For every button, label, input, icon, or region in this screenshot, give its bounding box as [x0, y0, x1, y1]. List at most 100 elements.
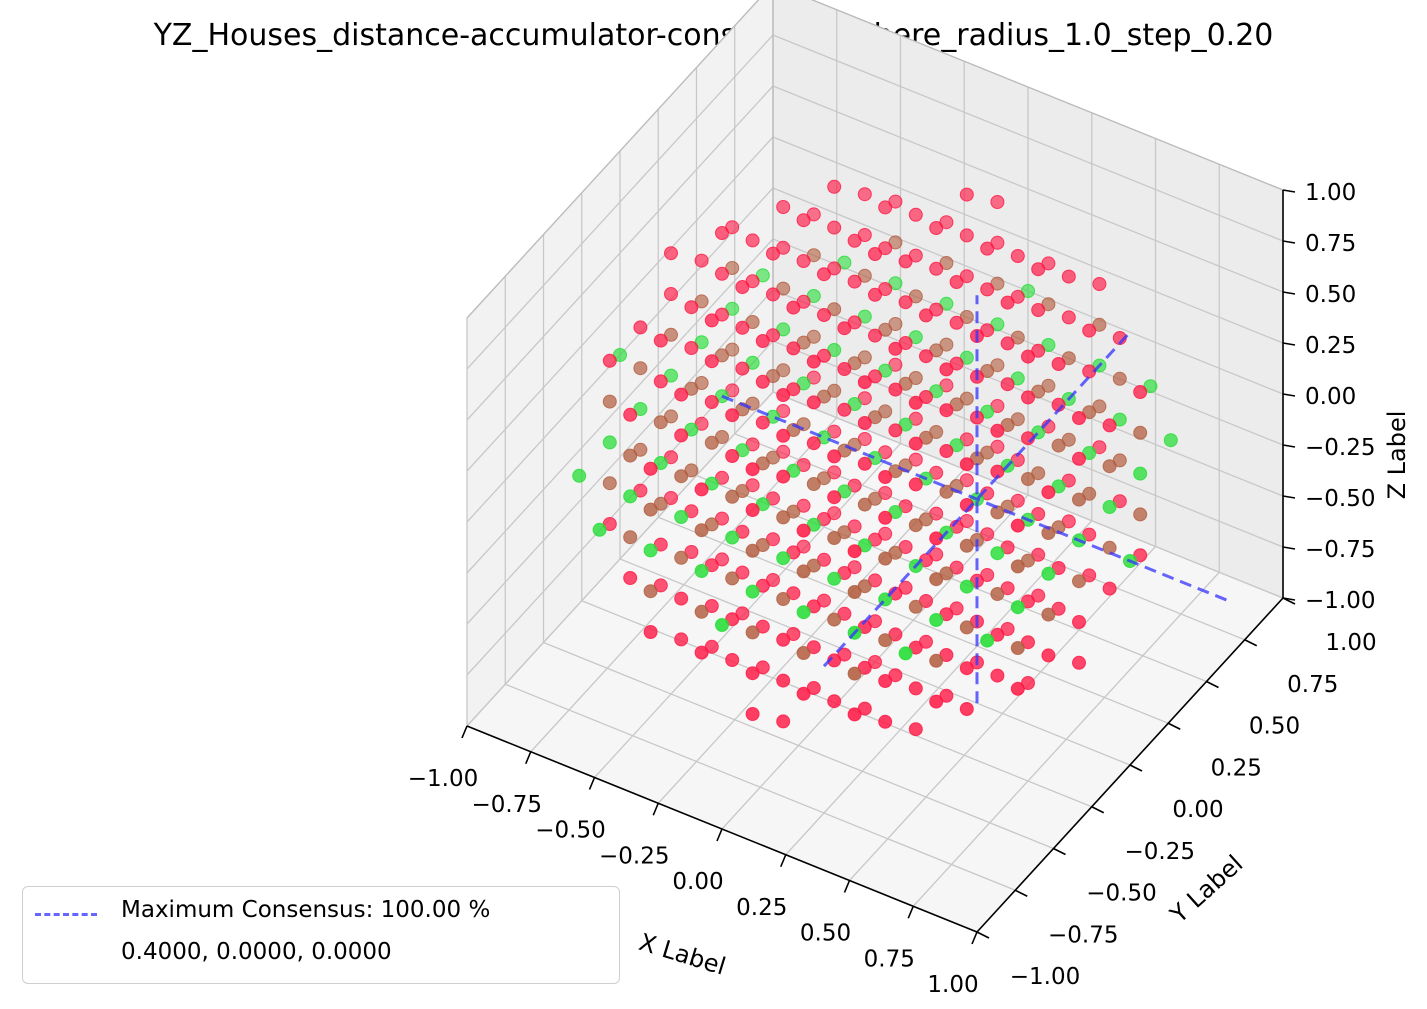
y-tick-label: 0.00	[1172, 797, 1223, 823]
z-axis-label: Z Label	[1383, 411, 1411, 500]
scatter-point	[817, 308, 831, 322]
scatter-point	[745, 543, 760, 558]
scatter-point	[1021, 472, 1035, 486]
z-tick-label: 0.75	[1305, 231, 1356, 257]
scatter-point	[847, 233, 862, 248]
grid-line	[466, 85, 774, 421]
scatter-point	[592, 522, 607, 537]
scatter-point	[847, 585, 862, 599]
scatter-point	[796, 564, 811, 579]
scatter-point	[776, 632, 791, 647]
scatter-point	[1072, 655, 1086, 670]
scatter-point	[837, 362, 852, 376]
scatter-point	[1041, 485, 1056, 500]
x-tick	[971, 931, 978, 945]
y-tick	[1206, 680, 1219, 689]
tick-labels: −1.00−1.00−1.00−0.75−0.75−0.75−0.50−0.50…	[408, 180, 1377, 998]
z-tick	[1282, 240, 1296, 244]
scatter-point	[643, 502, 658, 517]
y-tick-label: −0.25	[1125, 839, 1195, 865]
scatter-point	[919, 308, 933, 323]
scatter-point	[1021, 390, 1035, 405]
scatter-point	[847, 274, 862, 289]
scatter-point	[735, 361, 750, 376]
scatter-point	[990, 505, 1005, 520]
scatter-point	[1010, 681, 1025, 696]
x-tick	[588, 777, 596, 790]
scatter-point	[857, 416, 872, 430]
scatter-point	[1010, 249, 1025, 263]
scatter-point	[939, 484, 954, 499]
scatter-point	[1000, 295, 1015, 310]
z-tick-label: −0.50	[1305, 486, 1375, 512]
scatter-point	[959, 187, 974, 202]
scatter-point	[878, 633, 893, 648]
scatter-point	[878, 551, 893, 566]
scatter-point	[898, 254, 913, 269]
scatter-point	[745, 462, 760, 477]
scatter-point	[806, 477, 821, 491]
scatter-point	[674, 469, 689, 484]
scatter-point	[959, 620, 974, 635]
scatter-point	[939, 444, 954, 458]
scatter-point	[1041, 607, 1056, 622]
scatter-point	[1072, 492, 1086, 507]
scatter-point	[847, 707, 862, 722]
scatter-point	[664, 287, 678, 301]
x-tick	[780, 854, 787, 868]
x-tick	[461, 725, 468, 739]
scatter-point	[633, 320, 648, 335]
scatter-point	[684, 341, 699, 355]
scatter-point	[694, 253, 709, 268]
scatter-point	[929, 653, 944, 668]
scatter-point	[602, 476, 617, 491]
scatter-point	[857, 375, 872, 390]
scatter-point	[990, 423, 1005, 438]
y-tick-label: 1.00	[1325, 630, 1376, 656]
scatter-point	[694, 482, 709, 497]
grid-line	[466, 34, 774, 370]
scatter-point	[908, 395, 923, 410]
scatter-point	[1041, 566, 1056, 581]
scatter-point	[898, 295, 913, 310]
y-tick	[1091, 806, 1105, 814]
scatter-point	[929, 613, 944, 627]
scatter-point	[908, 477, 923, 492]
scatter-point	[857, 497, 872, 512]
scatter-point	[929, 694, 944, 709]
grid-line	[466, 136, 774, 472]
scatter-point	[1072, 451, 1086, 466]
scatter-point	[602, 435, 617, 450]
scatter-point	[633, 361, 648, 376]
scatter-point	[704, 313, 719, 328]
scatter-point	[674, 428, 689, 443]
scatter-point	[847, 544, 862, 559]
scatter-point	[776, 428, 791, 443]
scatter-point	[827, 612, 842, 627]
scatter-point	[653, 415, 668, 430]
z-tick	[1282, 291, 1296, 295]
y-tick	[1053, 847, 1066, 856]
scatter-point	[1010, 600, 1025, 615]
grid-line	[696, 474, 1207, 683]
scatter-point	[817, 267, 831, 282]
scatter-point	[776, 551, 791, 566]
scatter-point	[806, 354, 821, 369]
scatter-point	[939, 362, 954, 377]
scatter-point	[827, 694, 842, 709]
grid-line	[849, 546, 1156, 881]
scatter-point	[959, 579, 974, 594]
scatter-point	[959, 702, 974, 716]
scatter-point	[643, 461, 658, 476]
scatter-point	[602, 394, 617, 409]
y-tick	[1282, 597, 1296, 605]
x-tick-label: −1.00	[408, 766, 478, 792]
scatter-point	[1072, 411, 1086, 425]
scatter-point	[766, 287, 780, 302]
z-tick	[1282, 495, 1296, 499]
scatter-point	[1010, 518, 1025, 533]
scatter-point	[949, 315, 964, 330]
scatter-point	[725, 408, 740, 423]
scatter-point	[776, 388, 791, 402]
scatter-point	[715, 226, 729, 240]
